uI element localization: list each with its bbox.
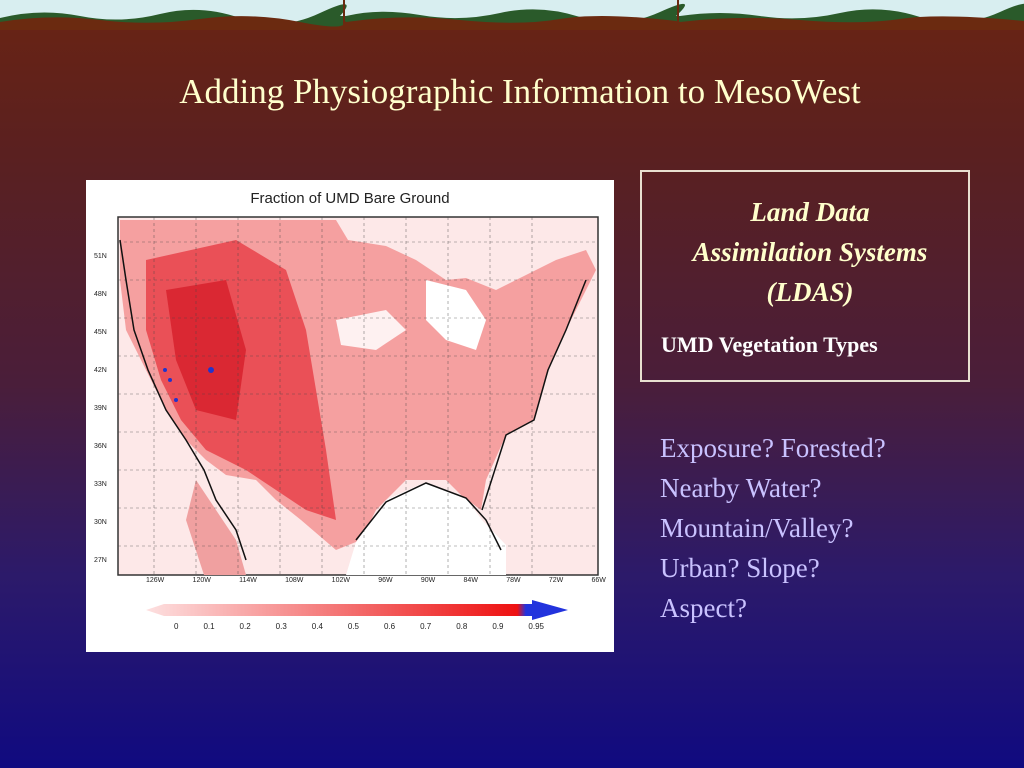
colorbar-label: 0.8 [456,622,468,631]
lon-label: 102W [331,577,350,584]
lon-label: 120W [192,577,211,584]
colorbar-label: 0.3 [275,622,287,631]
lon-label: 108W [285,577,304,584]
colorbar-label: 0.1 [203,622,215,631]
ldas-subtitle: UMD Vegetation Types [661,332,878,357]
lon-label: 66W [591,577,606,584]
lon-label: 126W [146,577,165,584]
question-item: Exposure? Forested? [660,433,886,463]
lon-label: 78W [506,577,521,584]
colorbar-label: 0 [174,622,179,631]
question-list: Exposure? Forested? Nearby Water? Mounta… [660,428,886,628]
colorbar-label: 0.7 [420,622,432,631]
ldas-info-box: Land Data Assimilation Systems (LDAS) UM… [640,170,970,382]
question-item: Urban? Slope? [660,553,820,583]
lon-label: 84W [463,577,478,584]
lat-label: 36N [94,443,107,450]
lon-label: 90W [420,577,436,584]
colorbar-label: 0.9 [492,622,504,631]
ldas-title: Land Data Assimilation Systems (LDAS) [642,192,978,312]
slide-title: Adding Physiographic Information to Meso… [179,72,861,111]
ldas-title-line: (LDAS) [766,277,854,307]
map-title: Fraction of UMD Bare Ground [250,190,450,207]
colorbar-label: 0.6 [383,622,396,631]
colorbar-label: 0.4 [311,622,323,631]
top-decorative-border [0,0,1024,30]
question-item: Mountain/Valley? [660,513,854,543]
lat-label: 27N [94,557,107,564]
ldas-title-line: Land Data [750,197,870,227]
lat-label: 33N [94,481,107,488]
lat-label: 51N [94,253,107,260]
lat-label: 30N [94,519,107,526]
lon-label: 114W [239,577,257,584]
lat-label: 45N [94,329,107,336]
ldas-title-line: Assimilation Systems [692,237,928,267]
lat-label: 42N [94,367,107,374]
lon-label: 96W [378,577,393,584]
colorbar-label: 0.2 [239,622,251,631]
bare-ground-map: Fraction of UMD Bare Ground [86,180,614,652]
colorbar [146,600,568,620]
question-item: Nearby Water? [660,473,822,503]
colorbar-label: 0.95 [528,622,544,631]
map-graphic [117,216,599,620]
lon-label: 72W [548,577,564,584]
question-item: Aspect? [660,593,747,623]
colorbar-label: 0.5 [347,622,359,631]
lat-label: 48N [94,291,107,298]
lat-label: 39N [94,405,107,412]
